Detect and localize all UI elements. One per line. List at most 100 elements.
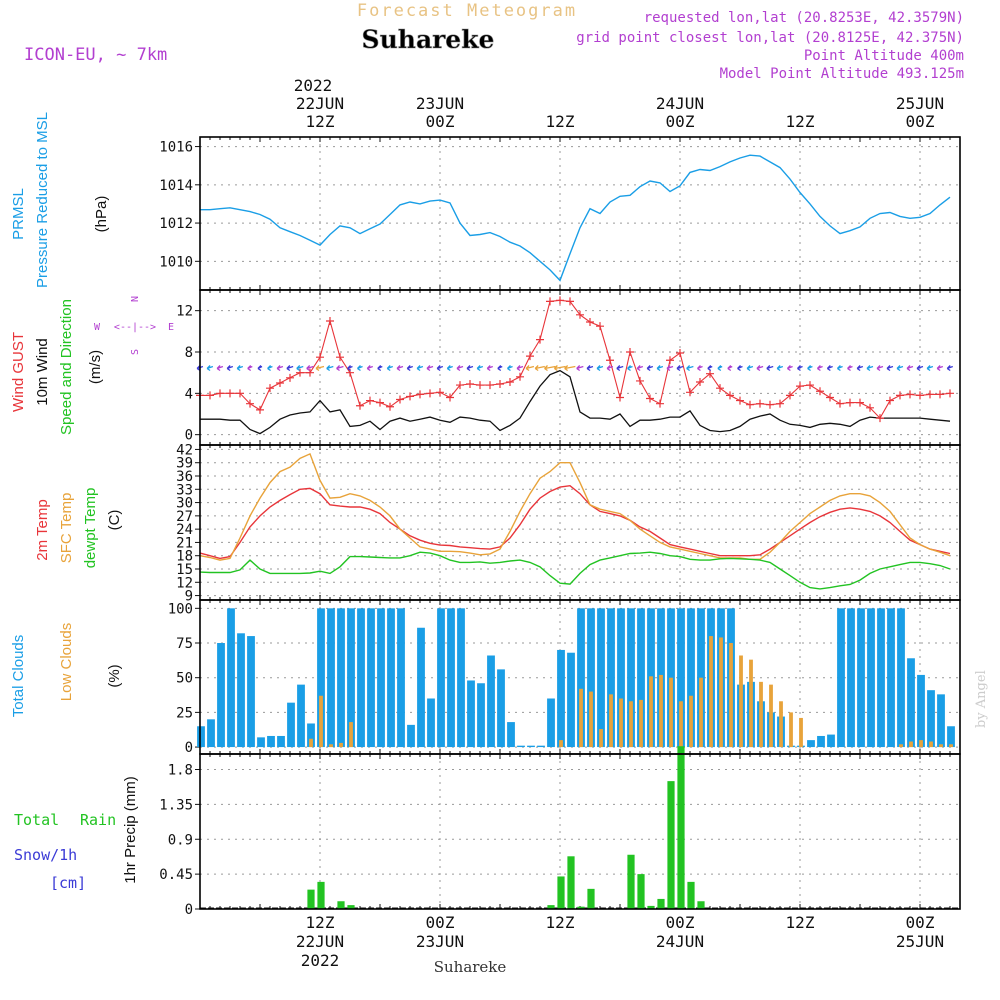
precip-rain-bar bbox=[337, 901, 345, 909]
bottom-hour-label: 00Z bbox=[906, 913, 935, 932]
clouds-ytick-label: 25 bbox=[176, 705, 193, 721]
temp-label-sfc: SFC Temp bbox=[58, 493, 75, 564]
clouds-total-bar bbox=[537, 745, 545, 748]
clouds-total-bar bbox=[207, 719, 215, 748]
wind-gust-line bbox=[200, 299, 951, 420]
clouds-total-bar bbox=[427, 698, 435, 748]
clouds-total-bar bbox=[257, 737, 265, 748]
wind-direction-arrow bbox=[756, 365, 764, 372]
wind-gust-marker bbox=[536, 335, 544, 344]
wind-gust-marker bbox=[766, 400, 774, 409]
wind-direction-arrow bbox=[306, 365, 314, 372]
model-label: ICON-EU, ~ 7km bbox=[24, 45, 167, 65]
clouds-total-bar bbox=[627, 608, 635, 748]
wind-direction-arrow bbox=[697, 365, 703, 372]
clouds-low-bar bbox=[619, 698, 623, 748]
watermark: by Angel bbox=[974, 670, 989, 728]
compass-rose: N S W E <--|--> bbox=[94, 296, 174, 355]
clouds-low-bar bbox=[789, 712, 793, 748]
bottom-day-label: 23JUN bbox=[416, 932, 464, 951]
wind-gust-marker bbox=[706, 369, 714, 378]
pressure-ytick-label: 1016 bbox=[159, 140, 193, 156]
wind-gust-marker bbox=[576, 310, 584, 319]
wind-direction-arrow bbox=[916, 365, 924, 372]
wind-gust-marker bbox=[476, 381, 484, 390]
wind-direction-arrow bbox=[544, 365, 556, 372]
wind-direction-arrow bbox=[886, 365, 894, 372]
clouds-total-bar bbox=[327, 608, 335, 748]
top-day-label: 24JUN bbox=[656, 94, 704, 113]
temp-ylabel: 2m Temp SFC Temp dewpt Temp (C) bbox=[34, 488, 123, 569]
wind-direction-arrow bbox=[766, 365, 774, 372]
wind-gust-marker bbox=[566, 297, 574, 306]
clouds-total-bar bbox=[937, 694, 945, 748]
pressure-label-prmsl: PRMSL bbox=[10, 188, 27, 240]
clouds-low-bar bbox=[729, 643, 733, 748]
clouds-ytick-label: 75 bbox=[176, 636, 193, 652]
location-title: Suhareke bbox=[362, 25, 495, 54]
wind-direction-arrow bbox=[856, 365, 864, 372]
wind-direction-arrow bbox=[497, 365, 503, 372]
clouds-total-bar bbox=[877, 608, 885, 748]
wind-gust-marker bbox=[386, 402, 394, 411]
wind-gust-marker bbox=[896, 391, 904, 400]
requested-coords: requested lon,lat (20.8253E, 42.3579N) bbox=[644, 10, 964, 26]
wind-direction-arrow bbox=[876, 365, 884, 372]
precip-rain-bar bbox=[577, 906, 585, 909]
wind-direction-arrow bbox=[336, 365, 344, 372]
wind-ytick-label: 4 bbox=[185, 386, 193, 402]
wind-direction-arrow bbox=[406, 365, 414, 372]
clouds-low-bar bbox=[799, 717, 803, 748]
wind-gust-marker bbox=[436, 388, 444, 397]
bottom-hour-label: 12Z bbox=[546, 913, 575, 932]
clouds-low-bar bbox=[779, 701, 783, 748]
grid-point-coords: grid point closest lon,lat (20.8125E, 42… bbox=[576, 30, 964, 46]
precip-ytick-label: 0.45 bbox=[159, 867, 193, 883]
clouds-low-bar bbox=[759, 681, 763, 748]
clouds-low-bar bbox=[659, 674, 663, 748]
clouds-total-bar bbox=[857, 608, 865, 748]
wind-gust-marker bbox=[936, 390, 944, 399]
wind-ytick-label: 8 bbox=[185, 345, 193, 361]
clouds-low-bar bbox=[339, 742, 343, 748]
wind-gust-marker bbox=[266, 384, 274, 393]
wind-direction-arrow bbox=[727, 365, 733, 372]
clouds-total-bar bbox=[847, 608, 855, 748]
wind-direction-arrow bbox=[436, 365, 444, 372]
wind-gust-marker bbox=[396, 395, 404, 404]
clouds-total-bar bbox=[287, 702, 295, 748]
clouds-low-bar bbox=[709, 636, 713, 748]
clouds-total-bar bbox=[337, 608, 345, 748]
wind-gust-marker bbox=[906, 390, 914, 399]
precip-rain-bar bbox=[567, 856, 575, 909]
clouds-total-bar bbox=[237, 633, 245, 748]
clouds-total-bar bbox=[637, 608, 645, 748]
wind-gust-marker bbox=[236, 389, 244, 398]
clouds-total-bar bbox=[477, 683, 485, 748]
clouds-total-bar bbox=[447, 608, 455, 748]
wind-gust-marker bbox=[736, 396, 744, 405]
clouds-total-bar bbox=[197, 726, 205, 748]
pressure-series-line bbox=[200, 154, 951, 282]
wind-gust-marker bbox=[866, 403, 874, 412]
clouds-total-bar bbox=[397, 608, 405, 748]
temp-ytick-label: 21 bbox=[176, 535, 193, 551]
clouds-low-bar bbox=[309, 738, 313, 748]
clouds-low-bar bbox=[739, 655, 743, 748]
clouds-low-bar bbox=[749, 659, 753, 748]
wind-gust-marker bbox=[456, 381, 464, 390]
clouds-low-bar bbox=[699, 677, 703, 748]
wind-gust-marker bbox=[826, 393, 834, 402]
clouds-total-bar bbox=[867, 608, 875, 748]
wind-gust-marker bbox=[586, 318, 594, 327]
temp-dewpt-line bbox=[199, 551, 951, 590]
wind-gust-marker bbox=[916, 391, 924, 400]
clouds-total-bar bbox=[837, 608, 845, 748]
pressure-label-msl: Pressure Reduced to MSL bbox=[34, 112, 51, 288]
footer-location: Suhareke bbox=[434, 958, 507, 976]
precip-frame bbox=[199, 753, 961, 910]
precip-ytick-label: 0 bbox=[185, 902, 193, 918]
wind-gust-marker bbox=[746, 400, 754, 409]
compass-e: E bbox=[168, 322, 174, 333]
wind-direction-arrow bbox=[564, 365, 576, 372]
